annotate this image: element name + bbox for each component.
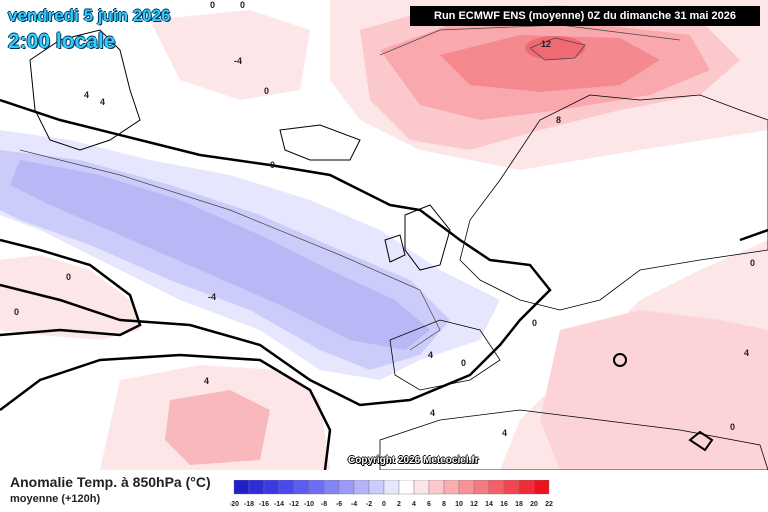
scale-swatch <box>413 480 430 495</box>
contour-label: 12 <box>541 39 551 49</box>
cold-anomaly-core <box>10 160 430 350</box>
scale-swatch <box>248 480 265 495</box>
zero-contour-west <box>0 238 142 337</box>
zero-contour-main <box>0 98 552 407</box>
scale-swatch <box>263 480 280 495</box>
variable-label: Anomalie Temp. à 850hPa (°C) <box>10 474 211 490</box>
contour-plus8 <box>379 24 681 56</box>
scale-swatch <box>383 480 400 495</box>
contour-label: -4 <box>208 292 216 302</box>
scale-swatch <box>443 480 460 495</box>
contour-label: 4 <box>430 408 435 418</box>
scale-tick-label: -6 <box>336 501 342 508</box>
contour-label: 0 <box>270 160 275 170</box>
contour-label: 0 <box>66 272 71 282</box>
coast-ireland <box>384 234 406 263</box>
scale-swatch <box>518 480 535 495</box>
scale-tick-label: -2 <box>366 501 372 508</box>
scale-tick-label: 20 <box>530 501 538 508</box>
contour-label: 4 <box>744 348 749 358</box>
scale-tick-label: 6 <box>427 501 431 508</box>
zero-contour-turkey <box>688 430 714 452</box>
scale-tick-label: 2 <box>397 501 401 508</box>
scale-swatch <box>488 480 505 495</box>
scale-tick-label: -16 <box>259 501 269 508</box>
contour-label: 0 <box>264 86 269 96</box>
zero-contour-south <box>0 353 332 470</box>
contour-label: 4 <box>502 428 507 438</box>
color-scale: -20-18-16-14-12-10-8-6-4-202468101214161… <box>230 480 553 508</box>
scale-tick-label: -4 <box>351 501 357 508</box>
coast-iberia <box>389 319 501 391</box>
scale-swatch <box>368 480 385 495</box>
scale-swatch <box>533 480 550 495</box>
warm-anomaly-atlantic-west <box>0 255 140 340</box>
contour-label: 0 <box>14 307 19 317</box>
scale-tick-label: 8 <box>442 501 446 508</box>
scale-tick-label: 4 <box>412 501 416 508</box>
scale-tick-label: 18 <box>515 501 523 508</box>
scale-tick-label: -12 <box>289 501 299 508</box>
scale-swatch <box>473 480 490 495</box>
scale-tick-label: 22 <box>545 501 553 508</box>
scale-swatch <box>293 480 310 495</box>
contour-label: 4 <box>100 97 105 107</box>
scale-tick-label: -10 <box>304 501 314 508</box>
scale-swatch <box>398 480 415 495</box>
coast-britain <box>404 204 451 271</box>
contour-label: 0 <box>210 0 215 10</box>
scale-swatch <box>338 480 355 495</box>
run-info-banner: Run ECMWF ENS (moyenne) 0Z du dimanche 3… <box>410 6 760 26</box>
coast-north-africa <box>379 409 768 470</box>
scale-tick-label: 12 <box>470 501 478 508</box>
scale-tick-label: 0 <box>382 501 386 508</box>
warm-anomaly-azores <box>165 390 270 465</box>
scale-swatch <box>323 480 340 495</box>
contour-label: 4 <box>204 376 209 386</box>
contour-label: 0 <box>461 358 466 368</box>
contour-label: 0 <box>730 422 735 432</box>
contour-label: 4 <box>84 90 89 100</box>
scale-tick-label: -14 <box>274 501 284 508</box>
scale-swatch <box>278 480 295 495</box>
coast-iceland <box>279 124 361 161</box>
scale-tick-label: -8 <box>321 501 327 508</box>
zero-contour-east <box>739 228 768 242</box>
contour-label: 0 <box>240 0 245 10</box>
contour-label: -4 <box>234 56 242 66</box>
scale-swatch <box>233 480 250 495</box>
contour-plus12 <box>529 37 586 61</box>
warm-anomaly-greenland <box>150 10 310 100</box>
warm-anomaly-peak <box>525 36 585 60</box>
contour-minus4 <box>19 149 441 351</box>
scale-tick-label: 14 <box>485 501 493 508</box>
scale-tick-label: 10 <box>455 501 463 508</box>
contour-label: 4 <box>428 350 433 360</box>
coast-europe <box>459 94 768 311</box>
scale-swatch <box>458 480 475 495</box>
scale-tick-label: 16 <box>500 501 508 508</box>
coast-greenland <box>29 29 141 151</box>
scale-tick-label: -20 <box>230 501 239 508</box>
contour-label: 0 <box>750 258 755 268</box>
mean-label: moyenne (+120h) <box>10 493 101 505</box>
scale-swatch <box>503 480 520 495</box>
scale-swatch <box>353 480 370 495</box>
scale-tick-label: -18 <box>244 501 254 508</box>
contour-label: 8 <box>556 115 561 125</box>
zero-contour-balkan <box>613 353 627 367</box>
anomaly-map: 0 0 -4 4 4 0 0 12 8 0 -4 0 4 4 4 4 0 4 0… <box>0 0 768 470</box>
contour-label: 0 <box>532 318 537 328</box>
warm-anomaly-southeast <box>540 310 768 470</box>
copyright-notice: Copyright 2026 Meteociel.fr <box>348 455 479 466</box>
scale-swatch <box>428 480 445 495</box>
scale-swatch <box>308 480 325 495</box>
forecast-date: vendredi 5 juin 2026 <box>8 6 171 25</box>
warm-anomaly-scandinavia-core <box>440 35 660 92</box>
forecast-time: 2:00 locale <box>8 30 116 53</box>
